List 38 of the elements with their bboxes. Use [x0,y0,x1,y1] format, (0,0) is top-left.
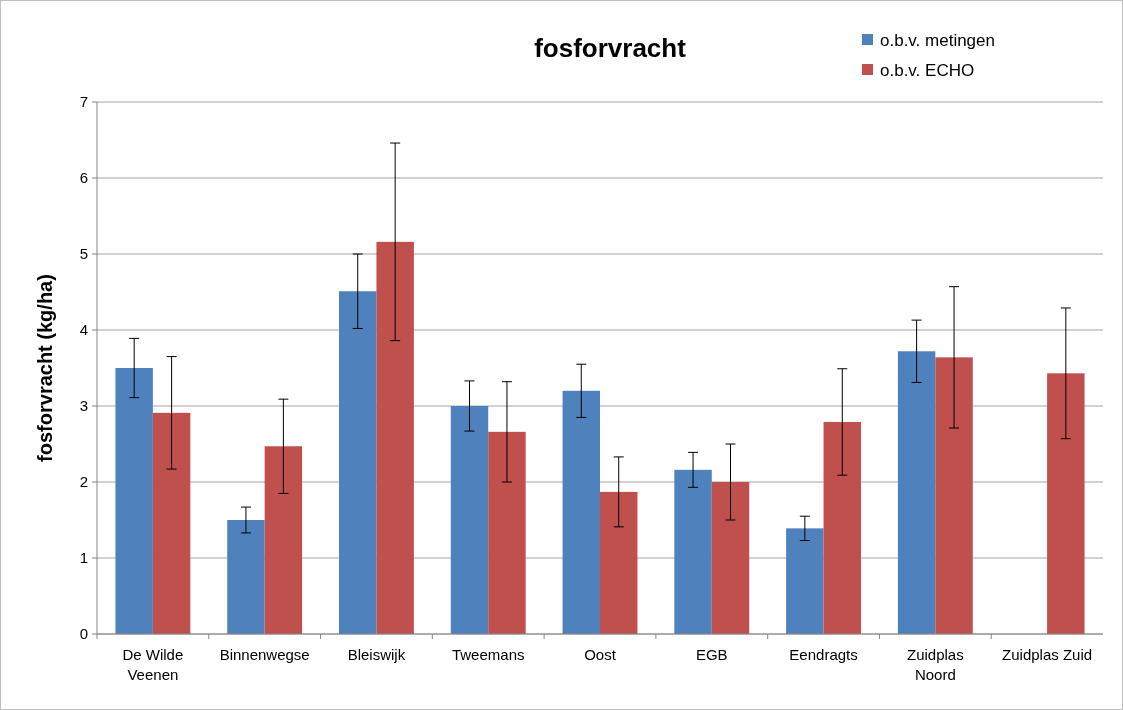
y-tick-label: 0 [79,625,88,643]
y-tick-label: 2 [79,473,88,491]
bar [674,469,712,634]
x-tick-label: De Wilde Veenen [122,646,184,683]
bar [227,520,265,634]
bar [264,446,303,634]
y-tick-label: 6 [79,169,88,187]
x-tick-label: Binnenwegse [219,646,310,663]
x-tick-label: Bleiswijk [347,646,406,663]
y-axis-title: fosforvracht (kg/ha) [34,274,56,462]
bar [823,421,861,634]
bar [897,351,936,634]
bar [600,491,638,634]
legend-label: o.b.v. metingen [880,30,995,50]
chart-title: fosforvracht [534,33,687,63]
x-tick-label: Oost [584,646,617,663]
bar [376,241,414,634]
y-tick-label: 3 [79,397,88,415]
x-tick-label: Tweemans [451,646,525,663]
bar [711,482,750,634]
x-tick-label: Eendragts [789,646,858,663]
bar [115,368,153,634]
x-tick-label: Zuidplas Noord [906,646,964,683]
x-tick-label: Zuidplas Zuid [1002,646,1093,663]
legend-label: o.b.v. ECHO [880,60,975,80]
x-tick-label: EGB [695,646,728,663]
bar [152,412,191,634]
y-tick-label: 4 [79,321,88,339]
bar [450,406,489,634]
bar [488,431,526,634]
bar [562,390,600,634]
bar [935,357,973,634]
bar [1047,373,1085,634]
y-tick-label: 5 [79,245,88,263]
y-tick-label: 1 [79,549,88,567]
bar [339,291,377,634]
bar [786,528,824,634]
y-tick-label: 7 [79,93,88,111]
